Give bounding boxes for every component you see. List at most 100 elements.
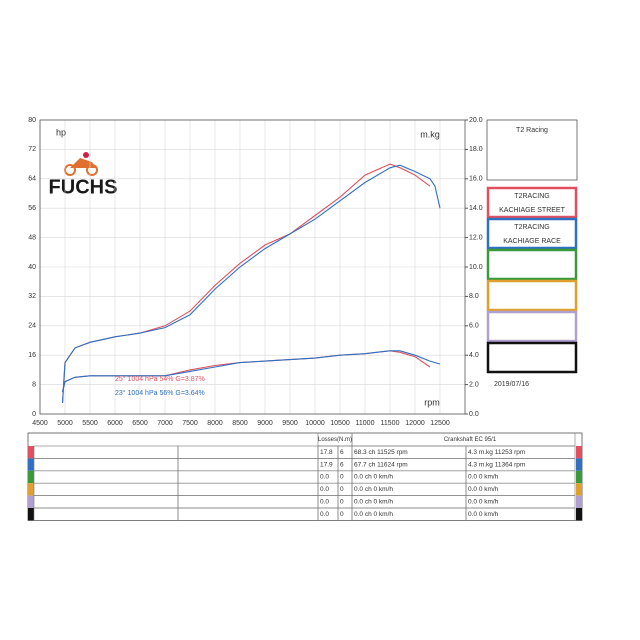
annotation: 23° 1004 hPa 56% G=3.64%	[115, 389, 205, 397]
legend-box	[486, 217, 578, 250]
legend-box	[486, 279, 578, 312]
x-tick-label: 12000	[405, 420, 425, 427]
cell-text: 17.9	[320, 461, 333, 468]
row-stripe	[576, 495, 582, 508]
x-tick-label: 7000	[157, 420, 173, 427]
cell-text: 0.0 0 km/h	[468, 511, 499, 518]
y-tick-label: 80	[28, 117, 36, 124]
header-text: Crankshaft EC 95/1	[444, 437, 497, 443]
x-tick-label: 7500	[182, 420, 198, 427]
cell-text: 0.0 ch 0 km/h	[354, 499, 393, 506]
row-stripe	[576, 508, 582, 521]
cell	[465, 507, 576, 521]
y2-tick-label: 20.0	[469, 117, 483, 124]
row-stripe	[28, 495, 34, 508]
y-tick-label: 16	[28, 352, 36, 359]
cell-text: 0.0 0 km/h	[468, 499, 499, 506]
row-stripe	[576, 470, 582, 484]
y2-tick-label: 14.0	[469, 205, 483, 212]
x-tick-label: 6500	[132, 420, 148, 427]
legend-box	[486, 186, 578, 219]
x-tick-label: 9000	[257, 420, 273, 427]
cell-text: 0.0	[320, 499, 329, 506]
x-tick-label: 9500	[282, 420, 298, 427]
cell-text: 0	[340, 486, 344, 493]
cell-text: 68.3 ch 11525 rpm	[354, 449, 408, 456]
legend-text: KACHIAGE RACE	[503, 238, 561, 245]
legend-text: T2RACING	[514, 193, 549, 200]
cell-text: 0.0	[320, 511, 329, 518]
x-tick-label: 5500	[82, 420, 98, 427]
y2-tick-label: 2.0	[469, 381, 479, 388]
row-stripe	[28, 446, 34, 459]
y2-tick-label: 6.0	[469, 323, 479, 330]
cell-text: 67.7 ch 11624 rpm	[354, 461, 408, 468]
cell-text: 4.3 m.kg 11253 rpm	[468, 449, 525, 456]
x-tick-label: 8500	[232, 420, 248, 427]
x-tick-label: 5000	[57, 420, 73, 427]
cell-text: 0.0 0 km/h	[468, 486, 499, 493]
x-tick-label: 10000	[305, 420, 325, 427]
y-tick-label: 72	[28, 146, 36, 153]
x-tick-label: 4500	[32, 420, 48, 427]
y-tick-label: 48	[28, 234, 36, 241]
x-axis-label: rpm	[424, 397, 440, 407]
y-tick-label: 40	[28, 264, 36, 271]
y-tick-label: 56	[28, 205, 36, 212]
y2-tick-label: 8.0	[469, 293, 479, 300]
y2-tick-label: 18.0	[469, 146, 483, 153]
row-stripe	[28, 508, 34, 521]
row-stripe	[576, 446, 582, 459]
row-stripe	[28, 483, 34, 496]
y2-tick-label: 12.0	[469, 234, 483, 241]
y2-tick-label: 4.0	[469, 352, 479, 359]
y2-tick-label: 16.0	[469, 176, 483, 183]
legend-text: KACHIAGE STREET	[499, 207, 565, 214]
row-stripe	[28, 458, 34, 471]
cell-text: 0.0	[320, 474, 329, 481]
cell-text: 0	[340, 474, 344, 481]
row-stripe	[28, 470, 34, 484]
legend-box	[486, 341, 578, 374]
annotation: 25° 1004 hPa 54% G=3.87%	[115, 375, 205, 383]
plot-frame	[39, 119, 466, 415]
panel-title-box	[486, 119, 578, 181]
x-tick-label: 10500	[330, 420, 350, 427]
cell-text: 0.0 ch 0 km/h	[354, 474, 393, 481]
cell-text: 6	[340, 449, 344, 456]
cell-text: 6	[340, 461, 344, 468]
y2-tick-label: 10.0	[469, 264, 483, 271]
curve	[61, 164, 441, 404]
legend-text: T2RACING	[514, 224, 549, 231]
cell-text: 0.0 ch 0 km/h	[354, 511, 393, 518]
y2-axis-label: m.kg	[420, 129, 440, 139]
x-tick-label: 12500	[430, 420, 450, 427]
y-tick-label: 64	[28, 176, 36, 183]
cell-text: 0.0 ch 0 km/h	[354, 486, 393, 493]
cell-text: 4.3 m.kg 11364 rpm	[468, 461, 525, 468]
legend-box	[486, 248, 578, 281]
panel-title: T2 Racing	[516, 127, 548, 134]
cell-text: 0.0 0 km/h	[468, 474, 499, 481]
logo-text: FUCHS	[49, 176, 118, 198]
cell-text: 17.8	[320, 449, 333, 456]
legend-box	[486, 310, 578, 343]
cell-text: 0	[340, 511, 344, 518]
x-tick-label: 6000	[107, 420, 123, 427]
x-tick-label: 8000	[207, 420, 223, 427]
y-tick-label: 0	[32, 411, 36, 418]
row-stripe	[576, 458, 582, 471]
curve	[61, 350, 441, 393]
y-tick-label: 24	[28, 323, 36, 330]
row-stripe	[576, 483, 582, 496]
x-tick-label: 11000	[356, 420, 375, 427]
cell-text: 0	[340, 499, 344, 506]
y-axis-label: hp	[56, 127, 66, 137]
y-tick-label: 32	[28, 293, 36, 300]
y2-tick-label: 0.0	[469, 411, 479, 418]
y-tick-label: 8	[32, 381, 36, 388]
x-tick-label: 11500	[381, 420, 400, 427]
date: 2019/07/16	[494, 381, 529, 388]
